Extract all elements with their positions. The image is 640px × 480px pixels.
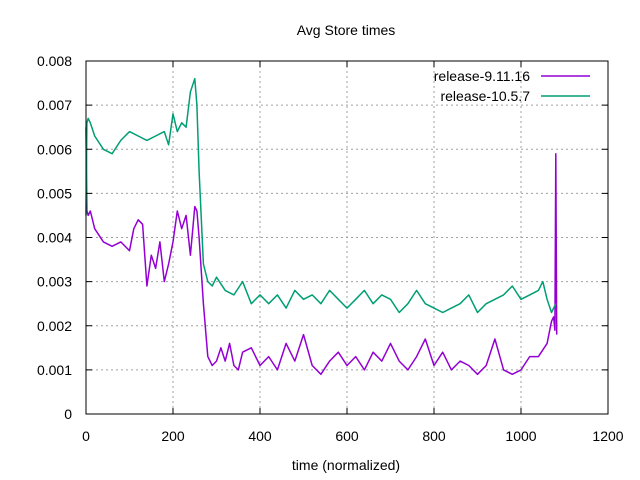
y-tick-label: 0.005 [37,185,72,201]
legend-label: release-9.11.16 [434,68,530,84]
y-tick-label: 0.002 [37,318,72,334]
x-tick-label: 800 [422,428,446,444]
x-tick-label: 1200 [592,428,623,444]
x-tick-label: 1000 [505,428,536,444]
y-tick-label: 0.006 [37,141,72,157]
y-tick-label: 0.007 [37,97,72,113]
y-tick-label: 0.003 [37,274,72,290]
series-line-2 [85,77,557,314]
legend: release-9.11.16 release-10.5.7 [434,68,590,104]
legend-label: release-10.5.7 [440,88,530,104]
x-tick-label: 0 [82,428,90,444]
y-tick-label: 0.001 [37,362,72,378]
x-axis-ticks: 0 200 400 600 800 1000 1200 [82,61,624,444]
x-tick-label: 200 [161,428,185,444]
x-tick-label: 600 [335,428,359,444]
x-tick-label: 400 [248,428,272,444]
y-tick-label: 0.008 [37,53,72,69]
series-line-1 [85,127,558,376]
y-tick-label: 0.004 [37,230,72,246]
y-axis-ticks: 0 0.001 0.002 0.003 0.004 0.005 0.006 0.007 0.00… [37,53,608,422]
grid-lines [86,61,608,414]
series-layer [85,77,558,376]
x-axis-label: time (normalized) [292,457,400,473]
chart-title: Avg Store times [297,22,396,38]
y-tick-label: 0 [64,406,72,422]
